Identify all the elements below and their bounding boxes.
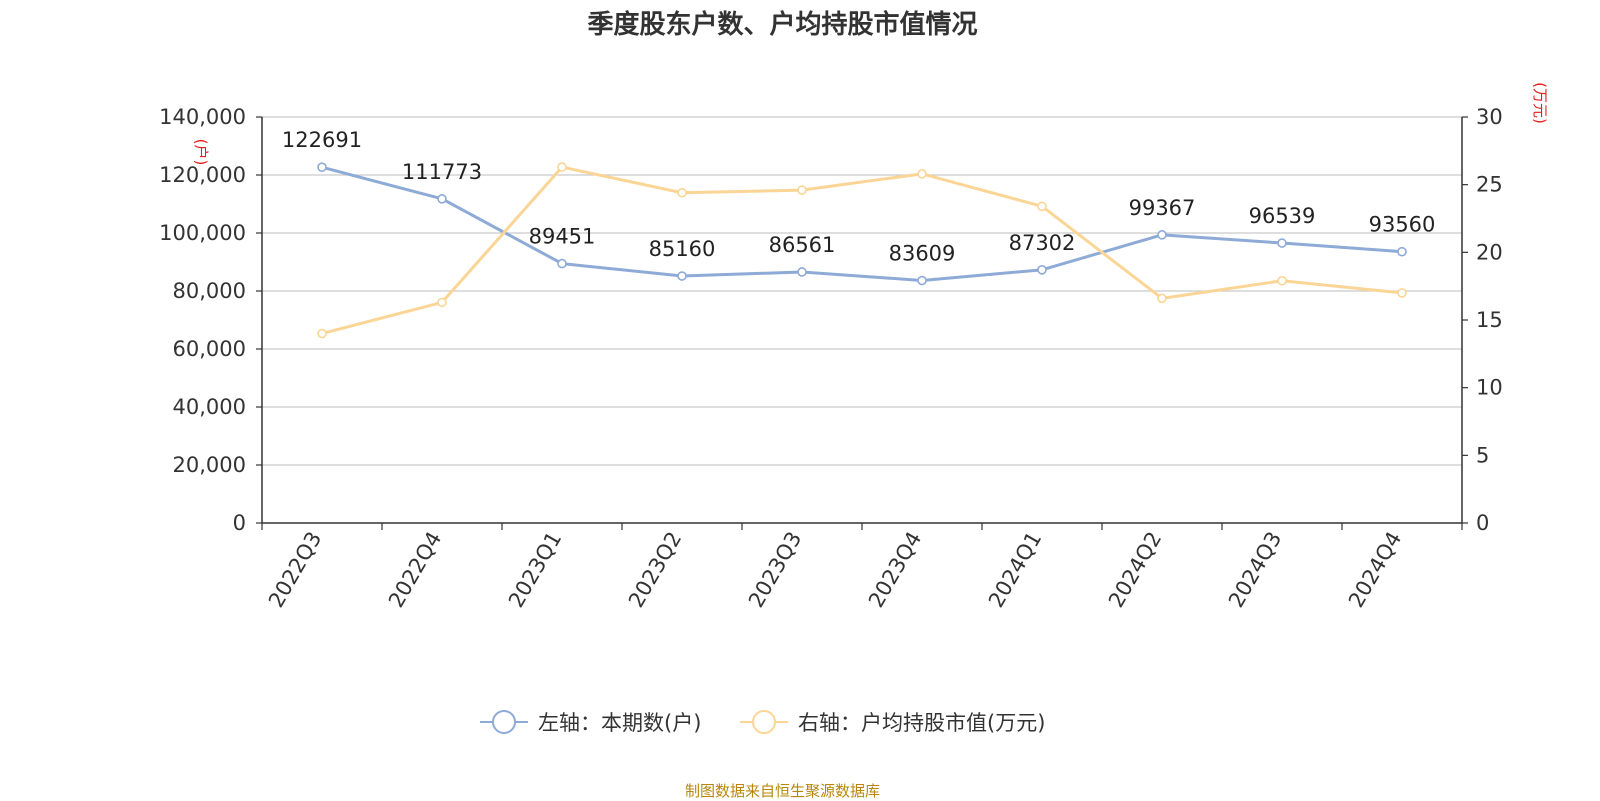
right-series-point <box>917 169 927 179</box>
legend-left-series-marker <box>492 710 516 734</box>
source-note: 制图数据来自恒生聚源数据库 <box>684 782 880 800</box>
x-axis-category-label: 2024Q1 <box>984 528 1046 612</box>
right-axis-tick-label: 5 <box>1476 443 1489 467</box>
chart-svg: 0 20,000 40,000 60,000 80,000 100,000 120,000 1… <box>159 82 1549 735</box>
x-axis-category-label: 2023Q2 <box>624 528 686 612</box>
left-axis-tick-label: 100,000 <box>159 221 246 245</box>
left-axis-tick-label: 60,000 <box>173 337 246 361</box>
data-label: 99367 <box>1129 196 1196 220</box>
left-series-point <box>557 258 567 269</box>
left-series-point <box>437 194 447 204</box>
right-axis-tick-label: 0 <box>1476 511 1489 535</box>
chart-title: 季度股东户数、户均持股市值情况 <box>587 10 978 40</box>
left-axis-unit: (户) <box>192 139 210 166</box>
left-axis-tick-label: 0 <box>233 511 246 535</box>
x-axis-category-label: 2022Q3 <box>264 528 326 612</box>
x-axis-category-label: 2024Q4 <box>1344 528 1406 612</box>
right-axis-tick-label: 25 <box>1476 173 1503 197</box>
data-label: 87302 <box>1009 231 1076 255</box>
right-series-point <box>1277 275 1287 286</box>
left-axis-tick-label: 40,000 <box>173 395 246 419</box>
right-axis-tick-label: 15 <box>1476 308 1503 332</box>
x-axis-category-label: 2024Q3 <box>1224 528 1286 612</box>
right-series-point <box>677 187 687 198</box>
left-axis-tick-label: 120,000 <box>159 163 246 187</box>
x-axis-category-label: 2023Q1 <box>504 528 566 612</box>
data-label: 85160 <box>649 237 716 261</box>
right-axis-tick-label: 10 <box>1476 376 1503 400</box>
left-series-point <box>677 271 687 281</box>
x-axis-category-label: 2024Q2 <box>1104 528 1166 612</box>
data-label: 93560 <box>1369 213 1436 237</box>
left-axis-tick-label: 80,000 <box>173 279 246 303</box>
right-axis-unit: (万元) <box>1531 82 1549 124</box>
x-axis-category-label: 2023Q3 <box>744 528 806 612</box>
data-label: 86561 <box>769 233 836 257</box>
right-series-point <box>317 328 327 339</box>
right-axis-tick-label: 20 <box>1476 240 1503 264</box>
right-axis-tick-label: 30 <box>1476 105 1503 129</box>
right-series-point <box>1037 201 1047 212</box>
left-series-point <box>917 275 927 286</box>
right-series-point <box>437 297 447 308</box>
data-label: 122691 <box>282 128 362 152</box>
right-series-point <box>557 162 567 172</box>
left-series-point <box>1397 246 1407 257</box>
legend-right-series-marker <box>752 710 776 734</box>
x-axis-category-label: 2022Q4 <box>384 528 446 612</box>
data-label: 96539 <box>1249 204 1316 228</box>
left-series-point <box>1037 265 1047 275</box>
legend-right-series-label: 右轴：户均持股市值(万元) <box>798 711 1045 735</box>
right-series-line <box>321 165 1403 335</box>
data-label: 89451 <box>529 225 596 249</box>
left-series-point <box>317 162 327 172</box>
right-series-point <box>1397 288 1407 298</box>
legend-left-series-label: 左轴：本期数(户) <box>538 711 701 735</box>
data-label: 111773 <box>402 160 482 184</box>
left-series-point <box>1277 238 1287 248</box>
right-series-point <box>797 185 807 195</box>
x-axis-category-label: 2023Q4 <box>864 528 926 612</box>
left-axis-tick-label: 20,000 <box>173 453 246 477</box>
left-series-point <box>1157 230 1167 240</box>
left-axis-tick-label: 140,000 <box>159 105 246 129</box>
data-label: 83609 <box>889 242 956 266</box>
left-series-line <box>321 165 1403 283</box>
right-series-point <box>1157 293 1167 304</box>
left-series-point <box>797 267 807 277</box>
